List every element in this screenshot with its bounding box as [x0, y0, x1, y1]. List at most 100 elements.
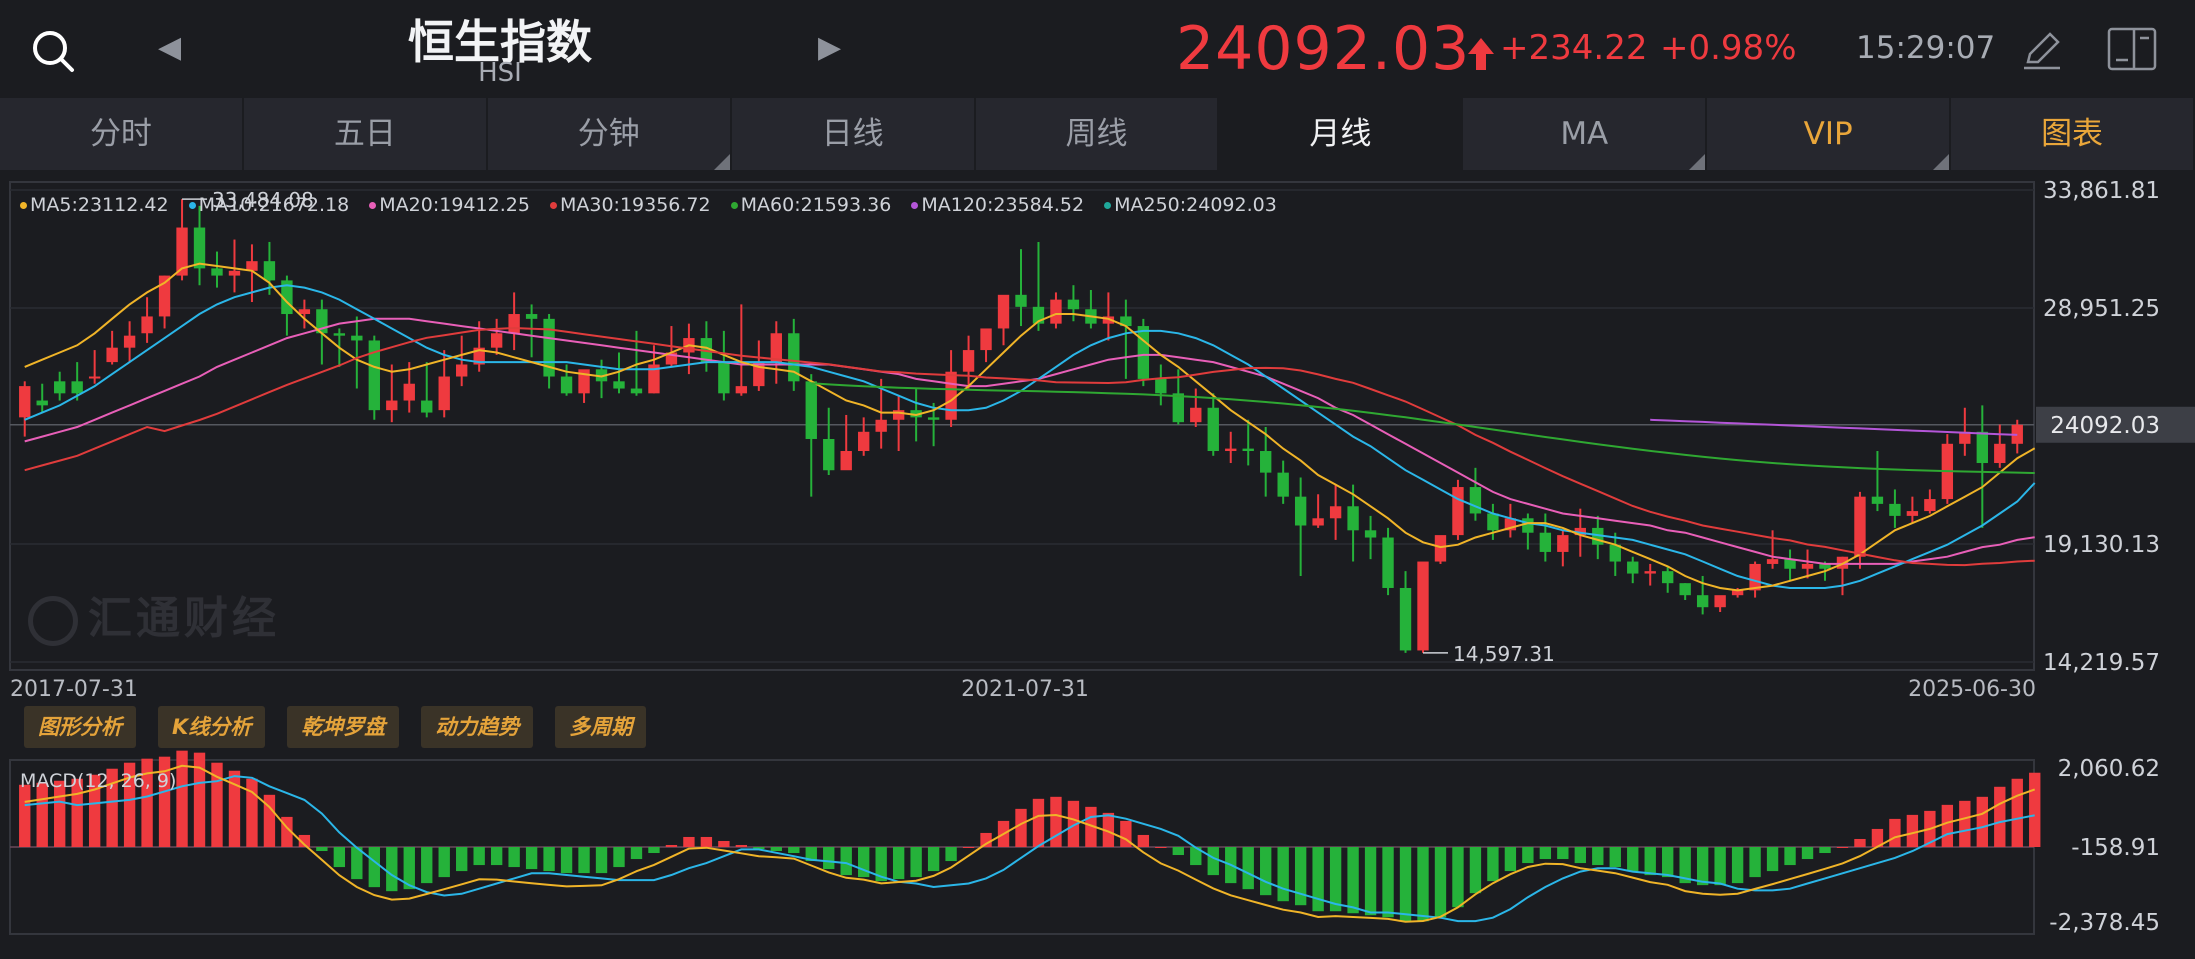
- candle-body: [421, 400, 433, 413]
- macd-bar: [1644, 846, 1656, 876]
- macd-bar: [1522, 846, 1534, 864]
- candle-body: [1836, 556, 1849, 569]
- macd-bar: [158, 756, 171, 847]
- macd-bar: [1801, 846, 1814, 860]
- kline-analysis-button[interactable]: K线分析: [158, 706, 266, 748]
- candle-body: [88, 376, 101, 379]
- next-index-arrow-icon[interactable]: ▶: [818, 30, 842, 65]
- candle-body: [211, 268, 223, 276]
- macd-bar: [595, 846, 608, 874]
- candle-body: [1679, 583, 1691, 596]
- candle-body: [962, 350, 975, 372]
- tab-chart[interactable]: 图表: [1951, 98, 2195, 170]
- candle-body: [1417, 561, 1429, 651]
- candle-body: [1731, 590, 1744, 596]
- candle-body: [630, 388, 643, 394]
- macd-bar: [1172, 846, 1184, 856]
- macd-bar: [490, 846, 503, 866]
- legend-ma60: MA60:21593.36: [730, 194, 891, 216]
- macd-bar: [263, 794, 276, 847]
- tab-monthly[interactable]: 月线: [1219, 98, 1464, 170]
- tab-weekly[interactable]: 周线: [976, 98, 1220, 170]
- candle-body: [1801, 563, 1814, 569]
- candle-body: [1137, 326, 1150, 379]
- macd-bar: [1539, 846, 1552, 860]
- macd-bar: [945, 846, 957, 862]
- tab-five-day[interactable]: 五日: [244, 98, 488, 170]
- candle-body: [1050, 299, 1062, 324]
- candle-body: [1959, 431, 1971, 444]
- ma20-line: [24, 317, 2035, 565]
- search-icon[interactable]: [30, 28, 76, 74]
- compass-button[interactable]: 乾坤罗盘: [287, 706, 400, 748]
- tab-ma-label: MA: [1560, 116, 1609, 152]
- macd-bar: [1399, 846, 1412, 922]
- macd-bar: [456, 846, 468, 872]
- candle-body: [788, 333, 800, 382]
- macd-bar: [1364, 846, 1377, 916]
- kline-chart[interactable]: 33,484.08 14,597.31 33,861.81 28,951.25 19,1…: [0, 170, 2195, 959]
- candle-body: [927, 417, 940, 420]
- tab-vip[interactable]: VIP: [1707, 98, 1952, 170]
- candle-body: [1854, 496, 1866, 557]
- candle-body: [875, 419, 887, 432]
- prev-index-arrow-icon[interactable]: ◀: [158, 30, 182, 65]
- macd-bar: [770, 846, 782, 852]
- macd-bar: [1015, 808, 1027, 847]
- tab-intraday[interactable]: 分时: [0, 98, 244, 170]
- legend-ma10-text: MA10:21672.18: [198, 194, 350, 216]
- tab-daily[interactable]: 日线: [732, 98, 976, 170]
- price-axis-label: 14,219.57: [2043, 650, 2160, 676]
- macd-bar: [753, 846, 765, 850]
- multi-period-button[interactable]: 多周期: [555, 706, 647, 748]
- macd-bar: [54, 780, 66, 847]
- candle-body: [1749, 563, 1761, 591]
- candle-body: [1644, 571, 1656, 574]
- macd-axis-label: -2,378.45: [2049, 910, 2160, 936]
- legend-ma5-text: MA5:23112.42: [30, 194, 169, 216]
- candle-body: [1696, 595, 1709, 608]
- candle-body: [176, 227, 188, 276]
- macd-bar: [910, 846, 922, 878]
- chart-area[interactable]: 33,484.08 14,597.31 33,861.81 28,951.25 19,1…: [0, 170, 2195, 959]
- candle-body: [54, 381, 66, 394]
- candle-body: [438, 376, 450, 411]
- legend-ma250-text: MA250:24092.03: [1114, 194, 1277, 216]
- candle-body: [1155, 378, 1167, 394]
- macd-axis-label: -158.91: [2071, 835, 2160, 861]
- tab-ma[interactable]: MA: [1463, 98, 1708, 170]
- tab-minute[interactable]: 分钟: [488, 98, 732, 170]
- pen-icon[interactable]: [2020, 28, 2064, 72]
- macd-bar: [1329, 846, 1342, 912]
- ma5-line: [24, 262, 2036, 592]
- candle-body: [1766, 559, 1779, 564]
- macd-bar: [1696, 846, 1709, 886]
- macd-bar: [1836, 846, 1849, 848]
- candle-body: [473, 347, 485, 365]
- date-axis-label: 2025-06-30: [1908, 677, 2036, 702]
- ma120-line: [1650, 418, 2018, 436]
- watermark-logo-icon: [28, 596, 78, 646]
- layout-toggle-icon[interactable]: [2106, 26, 2158, 72]
- macd-bar: [176, 750, 188, 847]
- candle-body: [1487, 513, 1499, 531]
- candle-body: [1102, 316, 1115, 324]
- candle-body: [578, 369, 590, 394]
- candle-body: [158, 275, 171, 317]
- candle-body: [735, 386, 748, 394]
- candle-body: [1504, 518, 1517, 531]
- macd-bar: [788, 846, 800, 854]
- ma60-line: [811, 382, 2035, 474]
- macd-bar: [403, 846, 415, 890]
- macd-bar: [613, 846, 625, 868]
- macd-bar: [333, 846, 346, 868]
- macd-bar: [438, 846, 450, 878]
- candle-body: [892, 410, 905, 420]
- momentum-trend-button[interactable]: 动力趋势: [421, 706, 534, 748]
- tab-vip-label: VIP: [1803, 116, 1853, 152]
- pattern-analysis-button[interactable]: 图形分析: [24, 706, 136, 748]
- macd-bar: [1959, 800, 1971, 847]
- price-axis-label: 19,130.13: [2043, 532, 2160, 558]
- candle-body: [840, 451, 852, 471]
- macd-bar: [246, 778, 258, 847]
